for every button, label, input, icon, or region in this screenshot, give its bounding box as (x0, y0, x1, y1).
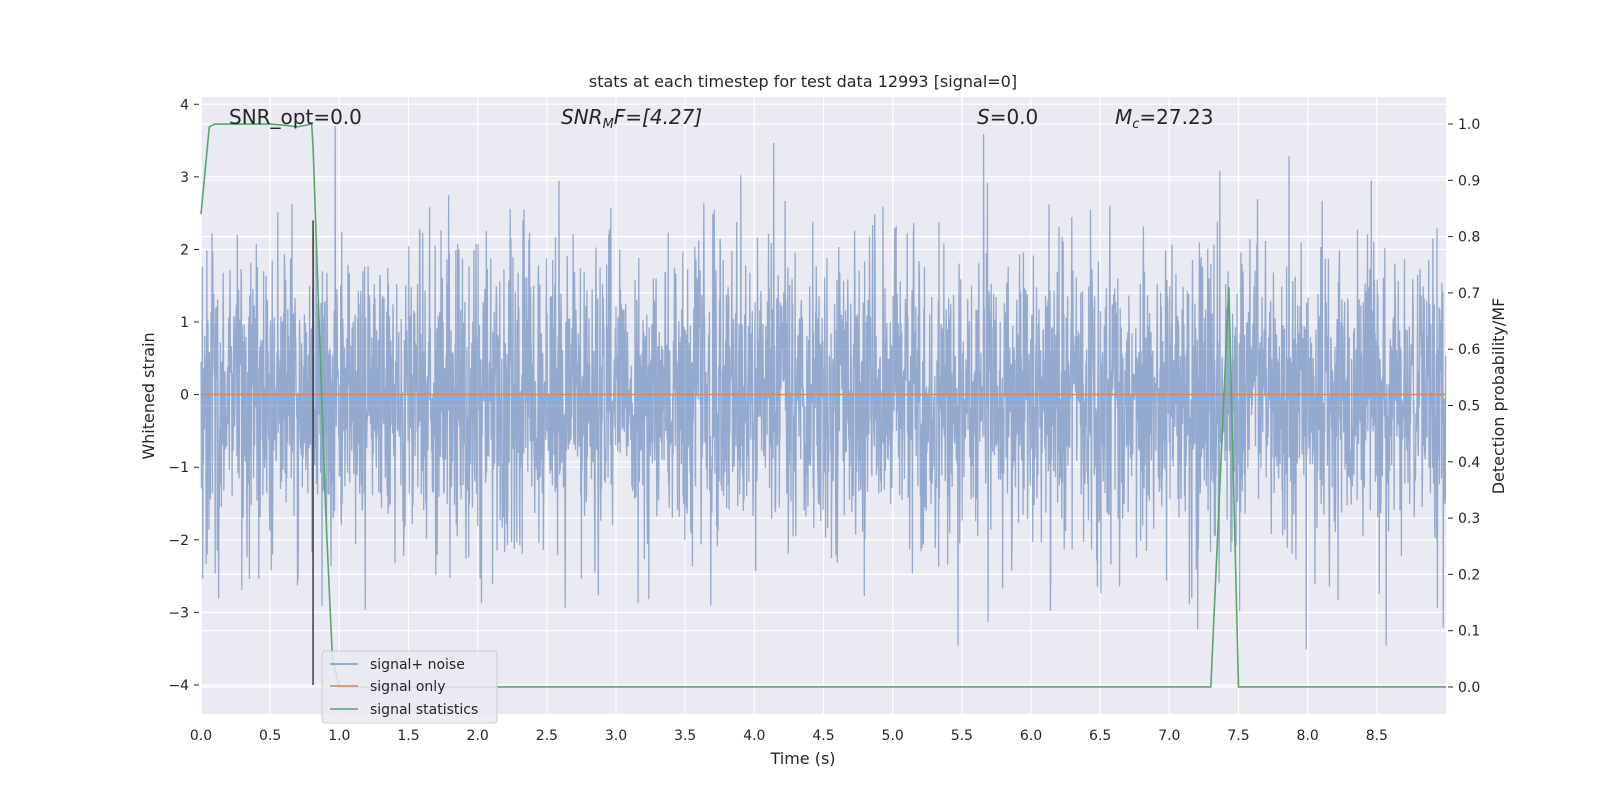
x-tick-label: 6.0 (1020, 728, 1042, 744)
annotation-s: S=0.0 (977, 105, 1038, 129)
y-right-tick-label: 0.1 (1458, 624, 1480, 640)
y-right-tick-label: 0.9 (1458, 173, 1480, 189)
y-tick-label: 0 (180, 388, 189, 404)
x-tick-label: 7.5 (1227, 728, 1249, 744)
x-tick-label: 4.5 (812, 728, 834, 744)
x-tick-label: 1.0 (328, 728, 350, 744)
annotation-mc: Mc=27.23 (1115, 105, 1213, 132)
legend: signal+ noise signal only signal statist… (321, 650, 498, 724)
x-tick-label: 8.5 (1366, 728, 1388, 744)
annotation-snr-mf-base: SNR (561, 105, 603, 129)
legend-label-signal-statistics: signal statistics (370, 702, 478, 718)
x-tick-label: 2.5 (536, 728, 558, 744)
annotation-snr-mf-sub: M (603, 117, 614, 132)
annotation-snr-opt: SNR_opt=0.0 (229, 105, 362, 129)
legend-label-signal-noise: signal+ noise (370, 657, 465, 673)
series-signal-noise (200, 126, 1447, 650)
annotation-s-base: S (977, 105, 990, 129)
y-right-tick-label: 0.8 (1458, 230, 1480, 246)
y-right-tick-label: 0.3 (1458, 511, 1480, 527)
chart-title: stats at each timestep for test data 129… (589, 72, 1017, 91)
y-right-axis-label: Detection probability/MF (1489, 298, 1508, 495)
annotation-mc-value: =27.23 (1139, 105, 1213, 129)
x-tick-label: 8.0 (1297, 728, 1319, 744)
annotation-mc-base: M (1115, 105, 1132, 129)
x-tick-label: 7.0 (1158, 728, 1180, 744)
y-tick-label: −3 (168, 605, 189, 621)
y-tick-labels: 4 3 2 1 0 −1 −2 −3 −4 (168, 97, 199, 694)
annotation-s-value: =0.0 (990, 105, 1039, 129)
x-tick-label: 0.5 (259, 728, 281, 744)
x-tick-label: 6.5 (1089, 728, 1111, 744)
annotation-mc-sub: c (1132, 117, 1139, 132)
legend-label-signal-only: signal only (370, 679, 445, 695)
x-tick-label: 4.0 (743, 728, 765, 744)
y-right-tick-label: 0.2 (1458, 567, 1480, 583)
x-tick-label: 2.0 (467, 728, 489, 744)
x-tick-label: 5.5 (951, 728, 973, 744)
x-tick-label: 1.5 (397, 728, 419, 744)
y-tick-label: 2 (180, 242, 189, 258)
x-tick-label: 5.0 (882, 728, 904, 744)
x-tick-label: 3.0 (605, 728, 627, 744)
x-axis-label: Time (s) (769, 749, 835, 768)
x-tick-label: 0.0 (190, 728, 212, 744)
y-right-tick-label: 0.0 (1458, 680, 1480, 696)
y-right-tick-label: 0.7 (1458, 286, 1480, 302)
y-tick-label: −1 (168, 460, 189, 476)
y-tick-label: 4 (180, 97, 189, 113)
y-right-tick-label: 0.4 (1458, 455, 1480, 471)
y-tick-label: −4 (168, 678, 189, 694)
x-tick-labels: 0.0 0.5 1.0 1.5 2.0 2.5 3.0 3.5 4.0 4.5 5.0 5.5 6.0 6… (190, 728, 1388, 744)
y-tick-label: −2 (168, 533, 189, 549)
y-right-tick-label: 0.5 (1458, 399, 1480, 415)
y-tick-label: 3 (180, 170, 189, 186)
x-tick-label: 3.5 (674, 728, 696, 744)
legend-box (321, 650, 498, 724)
y-right-tick-label: 0.6 (1458, 342, 1480, 358)
annotation-snr-mf: SNRMF=[4.27] (561, 105, 702, 132)
annotation-snr-mf-value: F=[4.27] (614, 105, 702, 129)
y-axis-label: Whitened strain (139, 332, 158, 459)
y-tick-label: 1 (180, 315, 189, 331)
y-right-tick-labels: 1.0 0.9 0.8 0.7 0.6 0.5 0.4 0.3 0.2 0.1 0.0 (1448, 117, 1480, 696)
y-right-tick-label: 1.0 (1458, 117, 1480, 133)
